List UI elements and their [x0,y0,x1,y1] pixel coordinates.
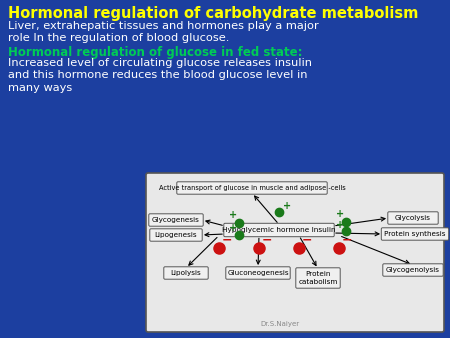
FancyBboxPatch shape [224,223,334,237]
Text: +: + [229,223,237,233]
Text: Glycolysis: Glycolysis [395,215,431,221]
Text: Protein
catabolism: Protein catabolism [298,271,338,285]
Text: Lipolysis: Lipolysis [171,270,202,276]
Text: Hormonal regulation of carbohydrate metabolism: Hormonal regulation of carbohydrate meta… [8,6,419,21]
FancyBboxPatch shape [381,228,449,240]
Text: Hypoglycemic hormone Insulin: Hypoglycemic hormone Insulin [222,227,336,233]
Text: Dr.S.Naiyer: Dr.S.Naiyer [261,321,300,327]
Text: Active transport of glucose in muscle and adipose -cells: Active transport of glucose in muscle an… [158,185,346,191]
Text: Liver, extrahepatic tissues and hormones play a major
role In the regulation of : Liver, extrahepatic tissues and hormones… [8,21,319,43]
Text: Hormonal regulation of glucose in fed state:: Hormonal regulation of glucose in fed st… [8,46,302,59]
FancyBboxPatch shape [296,268,340,288]
FancyBboxPatch shape [149,214,203,226]
FancyBboxPatch shape [388,212,438,224]
Text: +: + [336,220,344,230]
Text: +: + [336,209,344,219]
Text: Lipogenesis: Lipogenesis [155,232,197,238]
FancyBboxPatch shape [177,182,327,194]
Text: Gluconeogenesis: Gluconeogenesis [227,270,289,276]
FancyBboxPatch shape [226,267,290,279]
Text: Glycogenolysis: Glycogenolysis [386,267,440,273]
Text: Glycogenesis: Glycogenesis [152,217,200,223]
Text: −: − [222,233,233,246]
Text: −: − [302,233,312,246]
Text: −: − [342,233,352,246]
FancyBboxPatch shape [150,229,202,241]
Text: Protein synthesis: Protein synthesis [384,231,446,237]
FancyBboxPatch shape [164,267,208,279]
Text: +: + [229,210,237,220]
Text: Increased level of circulating glucose releases insulin
and this hormone reduces: Increased level of circulating glucose r… [8,58,312,93]
Text: +: + [283,201,291,211]
FancyBboxPatch shape [383,264,443,276]
Text: −: − [262,233,273,246]
FancyBboxPatch shape [146,173,444,332]
